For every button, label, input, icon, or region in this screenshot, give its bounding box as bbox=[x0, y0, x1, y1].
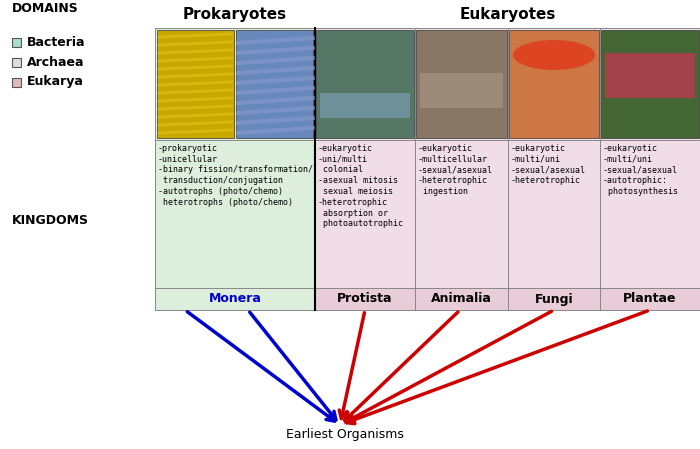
Bar bbox=[12, 58, 21, 67]
Text: Earliest Organisms: Earliest Organisms bbox=[286, 428, 404, 441]
Bar bbox=[12, 38, 21, 47]
Text: Eukarya: Eukarya bbox=[27, 75, 84, 88]
Bar bbox=[509, 30, 599, 138]
Text: Animalia: Animalia bbox=[431, 292, 492, 305]
Text: Archaea: Archaea bbox=[27, 56, 85, 69]
Text: Bacteria: Bacteria bbox=[27, 35, 85, 48]
Text: Protista: Protista bbox=[337, 292, 393, 305]
Ellipse shape bbox=[513, 40, 595, 70]
Bar bbox=[320, 93, 410, 118]
Bar bbox=[315, 288, 700, 310]
Text: Monera: Monera bbox=[209, 292, 261, 305]
Text: -prokaryotic
-unicellular
-binary fission/transformation/
 transduction/conjugat: -prokaryotic -unicellular -binary fissio… bbox=[158, 144, 313, 207]
Bar bbox=[155, 28, 315, 310]
Bar bbox=[236, 30, 313, 138]
Text: Eukaryotes: Eukaryotes bbox=[459, 6, 556, 22]
Bar bbox=[157, 30, 234, 138]
Text: -eukaryotic
-multi/uni
-sexual/asexual
-autotrophic:
 photosynthesis: -eukaryotic -multi/uni -sexual/asexual -… bbox=[603, 144, 678, 196]
Text: -eukaryotic
-multi/uni
-sexual/asexual
-heterotrophic: -eukaryotic -multi/uni -sexual/asexual -… bbox=[511, 144, 586, 185]
Text: Fungi: Fungi bbox=[535, 292, 573, 305]
Bar bbox=[416, 30, 507, 138]
Text: Prokaryotes: Prokaryotes bbox=[183, 6, 287, 22]
Text: DOMAINS: DOMAINS bbox=[12, 1, 78, 14]
Bar bbox=[316, 30, 414, 138]
Bar bbox=[605, 53, 695, 98]
Bar bbox=[420, 73, 503, 108]
Text: -eukaryotic
-multicellular
-sexual/asexual
-heterotrophic
 ingestion: -eukaryotic -multicellular -sexual/asexu… bbox=[418, 144, 493, 196]
Text: KINGDOMS: KINGDOMS bbox=[12, 214, 89, 226]
Bar bbox=[12, 78, 21, 87]
Text: -eukaryotic
-uni/multi
 colonial
-asexual mitosis
 sexual meiosis
-heterotrophic: -eukaryotic -uni/multi colonial -asexual… bbox=[318, 144, 403, 228]
Bar bbox=[601, 30, 699, 138]
Bar bbox=[315, 28, 700, 310]
Text: Plantae: Plantae bbox=[623, 292, 677, 305]
